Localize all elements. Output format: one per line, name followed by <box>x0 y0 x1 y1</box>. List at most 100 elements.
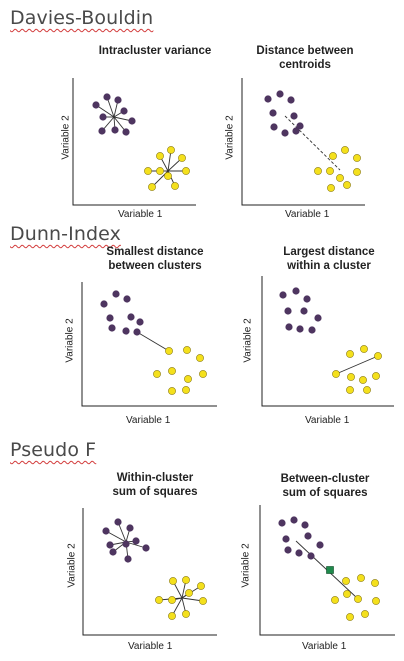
yellow-point <box>346 350 354 358</box>
purple-point <box>276 90 284 98</box>
axis-panel-6 <box>259 505 395 636</box>
purple-point <box>128 117 136 125</box>
purple-point <box>122 540 130 548</box>
yellow-point <box>329 152 337 160</box>
yellow-point <box>184 375 192 383</box>
yellow-point <box>167 146 175 154</box>
purple-point <box>120 107 128 115</box>
panel-title-line: centroids <box>279 59 331 71</box>
panel-title-line: Smallest distance <box>106 246 204 258</box>
axis-panel-4 <box>261 276 394 407</box>
yellow-point <box>374 352 382 360</box>
purple-point <box>100 300 108 308</box>
purple-point <box>285 323 293 331</box>
yellow-point <box>361 610 369 618</box>
panel-title-smallest-distance: Smallest distance between clusters <box>70 245 240 273</box>
yellow-point <box>153 370 161 378</box>
yellow-point <box>148 183 156 191</box>
purple-point <box>111 126 119 134</box>
panel-title-line: between clusters <box>108 260 202 272</box>
yellow-point <box>353 168 361 176</box>
yellow-point <box>197 582 205 590</box>
purple-point <box>92 101 100 109</box>
purple-point <box>114 518 122 526</box>
xlabel-panel-1: Variable 1 <box>118 209 163 220</box>
yellow-point <box>164 172 172 180</box>
purple-point <box>106 541 114 549</box>
purple-point <box>133 328 141 336</box>
purple-point <box>307 552 315 560</box>
yellow-point <box>372 372 380 380</box>
purple-point <box>308 326 316 334</box>
purple-point <box>264 95 272 103</box>
axis-panel-1 <box>72 78 196 206</box>
purple-point <box>287 96 295 104</box>
purple-point <box>108 324 116 332</box>
axis-panel-5 <box>82 508 217 636</box>
purple-point <box>282 535 290 543</box>
panel-title-within-cluster: Within-cluster sum of squares <box>70 471 240 499</box>
purple-point <box>270 123 278 131</box>
yellow-point <box>346 613 354 621</box>
purple-point <box>109 548 117 556</box>
purple-point <box>278 519 286 527</box>
yellow-point <box>343 181 351 189</box>
yellow-point <box>360 345 368 353</box>
axis-panel-3 <box>81 282 217 407</box>
purple-point <box>316 541 324 549</box>
yellow-point <box>171 182 179 190</box>
yellow-point <box>178 154 186 162</box>
yellow-point <box>199 597 207 605</box>
within-cluster-line <box>105 530 127 543</box>
smallest-distance-line <box>136 331 170 352</box>
purple-point <box>132 537 140 545</box>
section-title-davies-bouldin: Davies-Bouldin <box>10 7 154 29</box>
yellow-point <box>354 595 362 603</box>
yellow-point <box>168 367 176 375</box>
purple-point <box>281 129 289 137</box>
yellow-point <box>341 146 349 154</box>
yellow-point <box>165 347 173 355</box>
cluster-points <box>92 90 382 621</box>
purple-point <box>124 555 132 563</box>
panel-title-between-cluster: Between-cluster sum of squares <box>240 472 404 500</box>
purple-point <box>292 127 300 135</box>
panel-title-line: sum of squares <box>112 486 198 498</box>
purple-point <box>127 313 135 321</box>
yellow-point <box>346 386 354 394</box>
yellow-point <box>357 574 365 582</box>
xlabel-panel-2: Variable 1 <box>285 209 330 220</box>
yellow-point <box>199 370 207 378</box>
yellow-point <box>372 597 380 605</box>
largest-distance-line <box>335 355 379 375</box>
yellow-point <box>342 577 350 585</box>
purple-point <box>142 544 150 552</box>
panel-title-line: Intracluster variance <box>98 45 212 57</box>
purple-point <box>295 549 303 557</box>
purple-point <box>290 112 298 120</box>
purple-point <box>292 287 300 295</box>
purple-point <box>300 307 308 315</box>
purple-point <box>314 314 322 322</box>
purple-point <box>123 295 131 303</box>
yellow-point <box>144 167 152 175</box>
panel-title-line: Distance between <box>256 45 354 57</box>
yellow-point <box>155 596 163 604</box>
connector-lines <box>95 96 379 617</box>
yellow-point <box>327 184 335 192</box>
purple-point <box>99 113 107 121</box>
purple-point <box>126 524 134 532</box>
panel-title-largest-distance: Largest distance within a cluster <box>244 245 404 273</box>
yellow-point <box>182 610 190 618</box>
yellow-point <box>196 354 204 362</box>
yellow-point <box>353 154 361 162</box>
yellow-point <box>343 590 351 598</box>
purple-point <box>114 96 122 104</box>
yellow-point <box>332 370 340 378</box>
purple-point <box>122 327 130 335</box>
purple-point <box>98 127 106 135</box>
purple-point <box>136 318 144 326</box>
purple-point <box>102 527 110 535</box>
yellow-point <box>326 167 334 175</box>
